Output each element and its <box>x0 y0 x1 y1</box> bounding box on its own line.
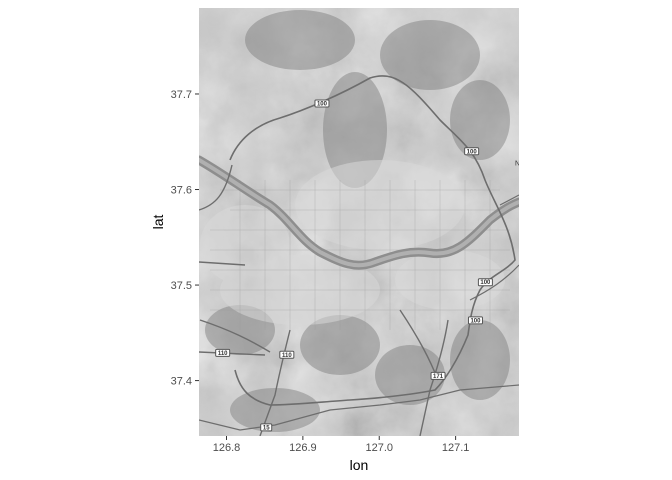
road-badge: 100 <box>464 147 480 156</box>
road-badge-box <box>279 350 295 359</box>
road-badge-label: 171 <box>433 374 444 380</box>
road-badge-box <box>430 371 446 380</box>
north-road <box>199 164 233 211</box>
road-badge-box <box>260 423 273 432</box>
road-badge-label: 100 <box>317 102 328 108</box>
road-badge-label: 15 <box>263 425 270 431</box>
map-edge-label: N <box>515 161 520 168</box>
x-tick-label: 127.1 <box>442 442 470 454</box>
road-badge: 171 <box>430 371 446 380</box>
y-tick-label: 37.5 <box>171 280 192 292</box>
y-axis-title: lat <box>150 215 166 230</box>
road-badges: 100 100 100 100 110 110 171 15 <box>215 99 493 432</box>
map-panel: 100 100 100 100 110 110 171 15 N <box>199 8 520 436</box>
road-badge-box <box>467 316 483 325</box>
road-badge: 100 <box>477 278 493 287</box>
west-road <box>199 261 271 356</box>
ring-expressway <box>229 75 516 406</box>
road-badge-box <box>477 278 493 287</box>
mountain-shading <box>205 10 510 432</box>
x-axis: 126.8 126.9 127.0 127.1 <box>213 436 470 454</box>
road-badge-label: 110 <box>282 353 292 359</box>
y-tick-label: 37.7 <box>171 89 192 101</box>
road-badge: 110 <box>279 350 295 359</box>
y-axis: 37.4 37.5 37.6 37.7 <box>171 89 199 388</box>
x-tick-label: 127.0 <box>365 442 393 454</box>
road-badge: 100 <box>314 99 330 108</box>
road-badge: 15 <box>260 423 273 432</box>
road-badge: 110 <box>215 348 231 357</box>
road-badge-label: 100 <box>467 149 478 155</box>
x-tick-label: 126.9 <box>289 442 317 454</box>
road-badge-label: 100 <box>470 318 481 324</box>
road-badge-label: 100 <box>480 280 491 286</box>
x-axis-title: lon <box>350 457 369 473</box>
y-tick-label: 37.6 <box>171 185 192 197</box>
x-tick-label: 126.8 <box>213 442 241 454</box>
east-road <box>469 194 519 301</box>
road-badge-box <box>464 147 480 156</box>
south-road-2 <box>199 384 519 431</box>
road-badge-label: 110 <box>218 351 228 357</box>
road-badge: 100 <box>467 316 483 325</box>
map-edge-labels: N <box>515 161 520 168</box>
road-badge-box <box>314 99 330 108</box>
road-badge-box <box>215 348 231 357</box>
han-river-edge <box>199 158 519 268</box>
y-tick-label: 37.4 <box>171 376 192 388</box>
